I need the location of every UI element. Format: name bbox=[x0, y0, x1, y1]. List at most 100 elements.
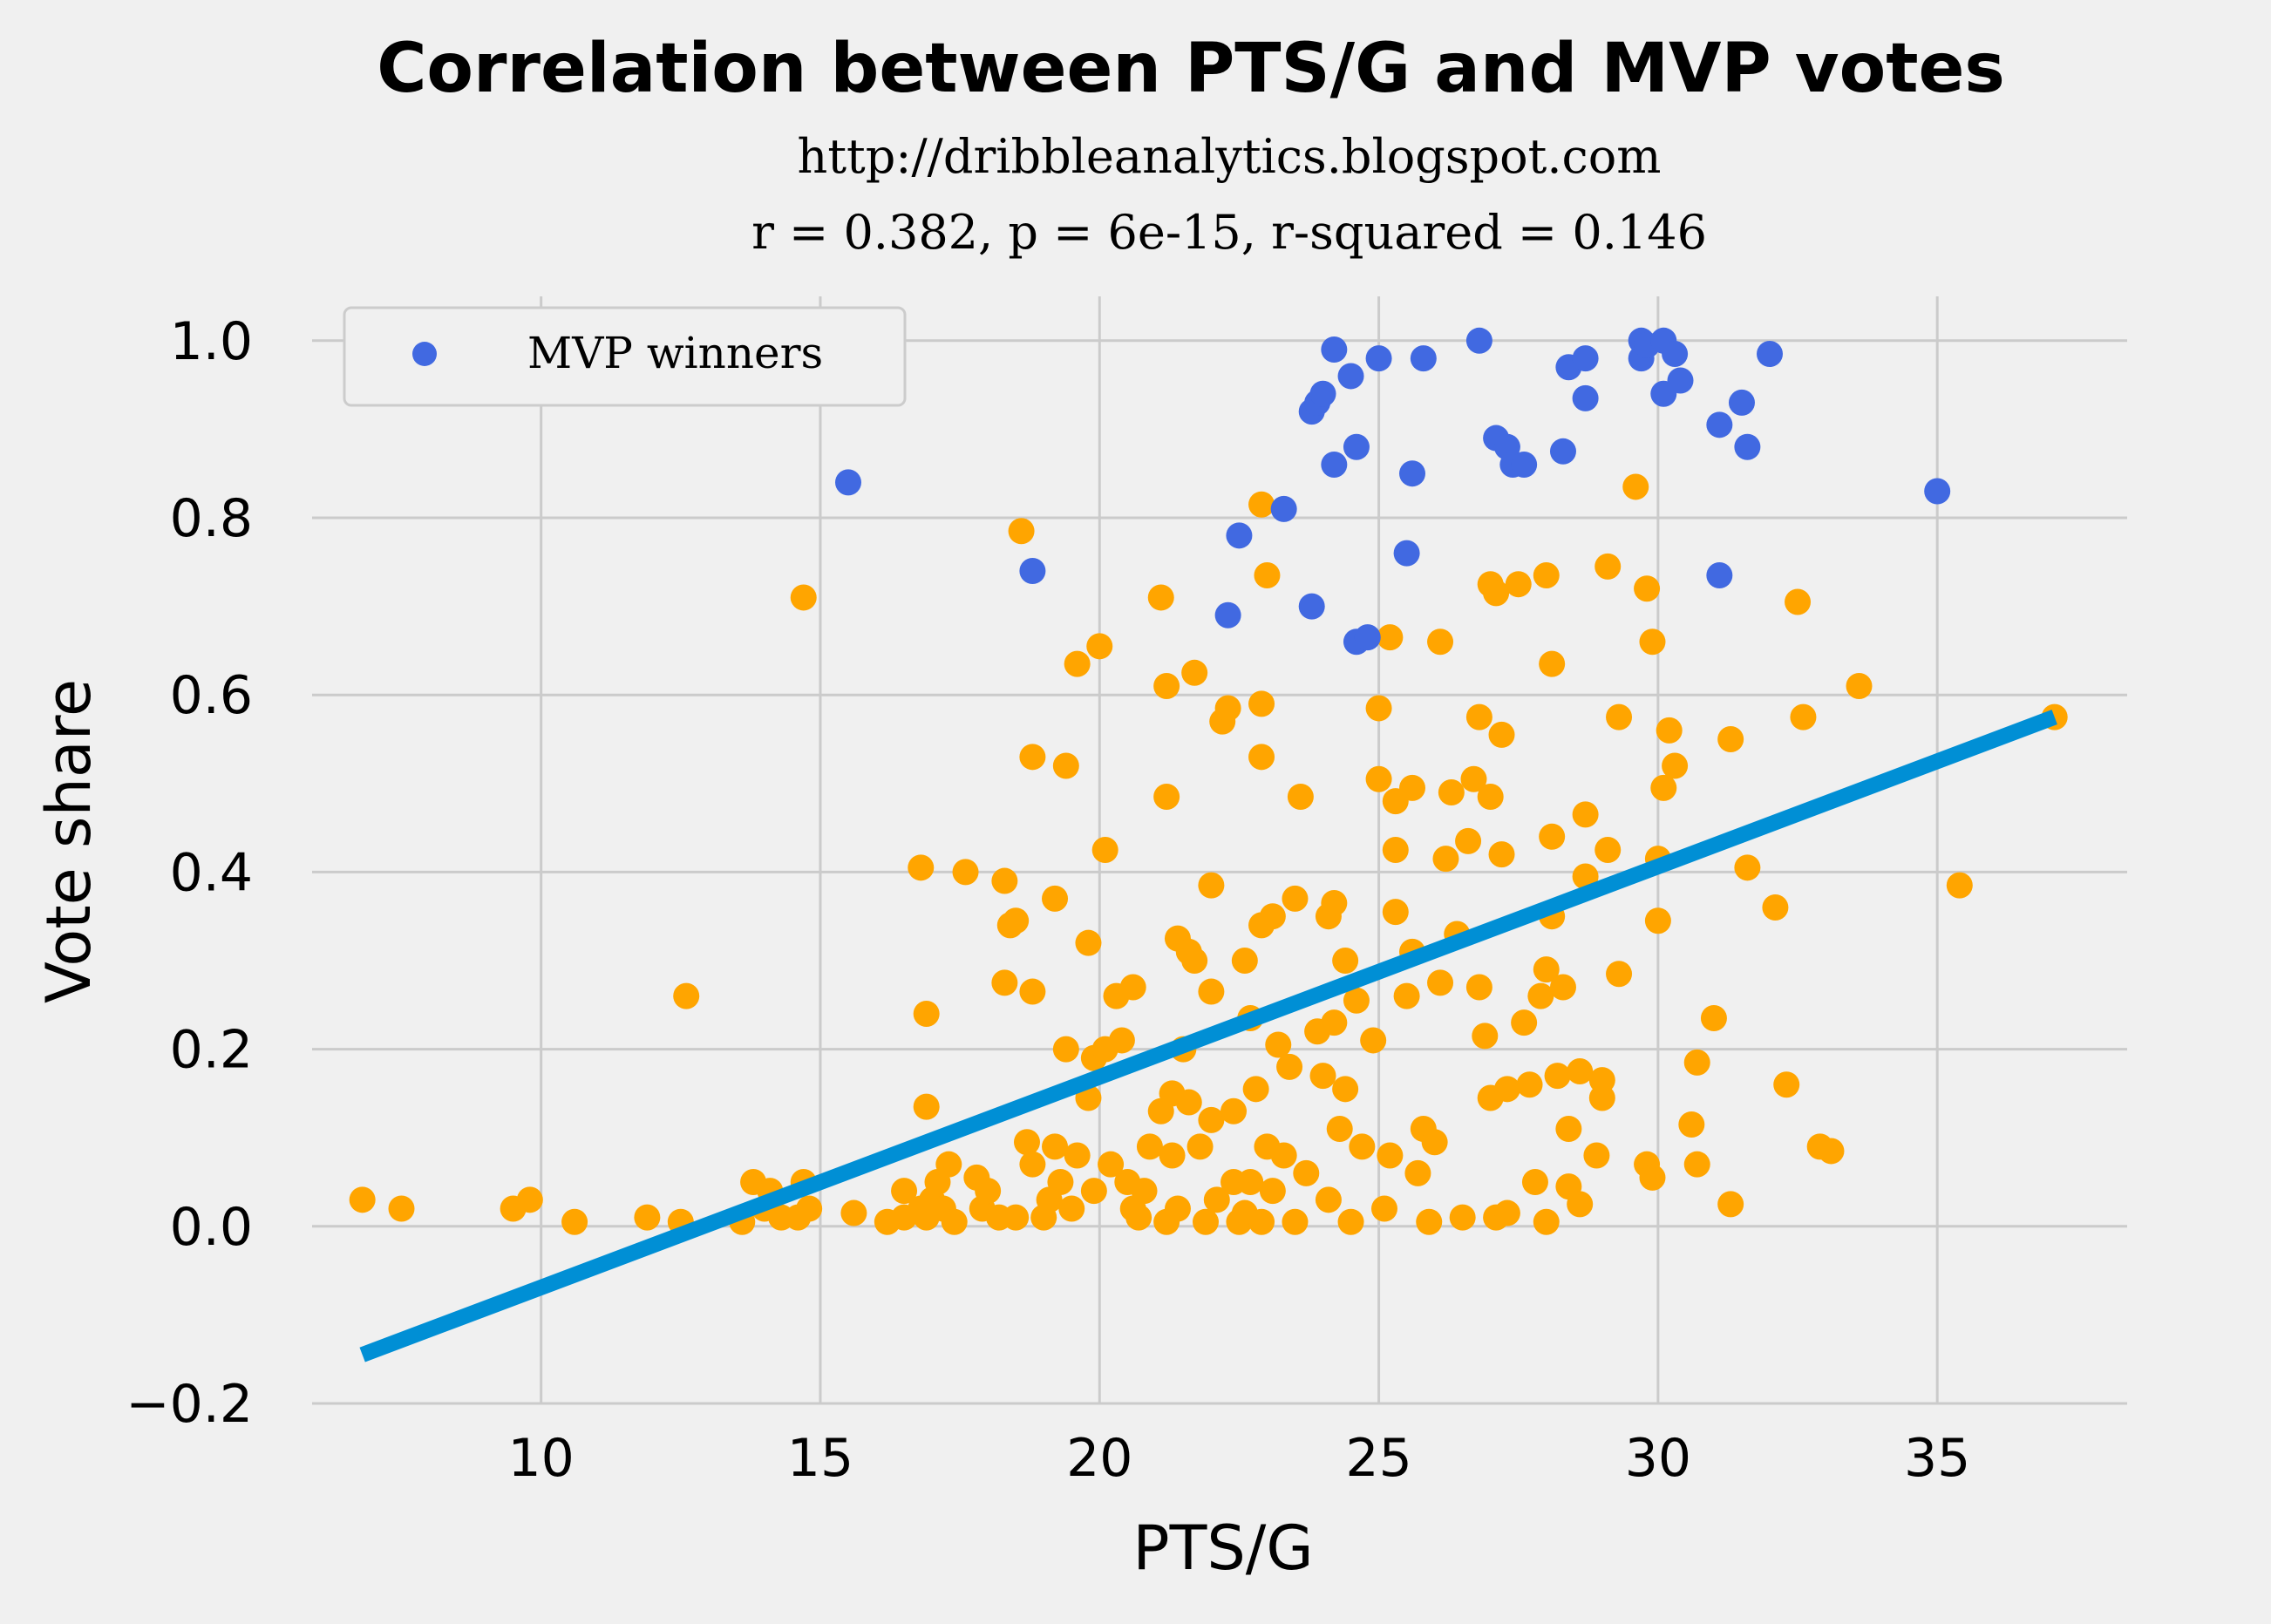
data-point bbox=[952, 859, 979, 886]
data-point bbox=[908, 854, 935, 881]
legend-label: MVP winners bbox=[527, 328, 823, 378]
data-point bbox=[1818, 1138, 1845, 1165]
data-point bbox=[1198, 872, 1225, 899]
data-point bbox=[1337, 1208, 1364, 1235]
data-point bbox=[1539, 823, 1566, 850]
mvp-data-point bbox=[1465, 327, 1492, 354]
mvp-data-point bbox=[1511, 452, 1538, 479]
data-point bbox=[1248, 491, 1275, 518]
data-point bbox=[1343, 987, 1370, 1014]
data-point bbox=[1186, 1133, 1214, 1160]
data-point bbox=[1511, 1009, 1538, 1036]
data-point bbox=[1365, 695, 1392, 722]
data-point bbox=[1365, 765, 1392, 792]
data-point bbox=[1427, 629, 1454, 656]
data-point bbox=[1678, 1111, 1705, 1138]
mvp-data-point bbox=[1572, 345, 1599, 372]
mvp-data-point bbox=[1343, 433, 1370, 460]
data-point bbox=[975, 1178, 1002, 1205]
data-point bbox=[1483, 580, 1510, 607]
mvp-data-point bbox=[1728, 389, 1755, 416]
data-point bbox=[1493, 1076, 1520, 1103]
x-tick-label: 30 bbox=[1625, 1428, 1691, 1489]
data-point bbox=[913, 1000, 940, 1027]
mvp-data-point bbox=[1399, 460, 1426, 487]
mvp-data-point bbox=[1549, 438, 1576, 465]
data-point bbox=[1700, 1005, 1727, 1032]
data-point bbox=[1455, 827, 1482, 854]
legend-box bbox=[343, 306, 907, 407]
y-tick-labels: −0.2 0.0 0.2 0.4 0.6 0.8 1.0 bbox=[126, 311, 253, 1435]
mvp-data-point bbox=[1214, 601, 1241, 629]
data-point bbox=[1091, 837, 1119, 863]
data-point bbox=[1505, 571, 1532, 598]
y-tick-label: 0.4 bbox=[170, 842, 253, 903]
data-point bbox=[1639, 1164, 1666, 1191]
data-point bbox=[1946, 872, 1973, 899]
data-point bbox=[1622, 473, 1649, 500]
data-point bbox=[1315, 1186, 1342, 1213]
data-point bbox=[1683, 1151, 1710, 1178]
data-point bbox=[1237, 1169, 1264, 1195]
y-tick-label: 0.0 bbox=[170, 1197, 253, 1258]
mvp-data-point bbox=[1226, 522, 1253, 549]
data-point bbox=[1198, 1106, 1225, 1133]
data-point bbox=[349, 1186, 376, 1213]
data-point bbox=[1248, 744, 1275, 771]
data-point bbox=[941, 1208, 968, 1235]
data-point bbox=[1003, 907, 1030, 934]
data-point bbox=[1153, 673, 1180, 700]
data-point bbox=[1572, 801, 1599, 828]
data-point bbox=[1790, 703, 1817, 730]
mvp-data-point bbox=[1365, 345, 1392, 372]
data-point bbox=[1052, 752, 1079, 779]
data-point bbox=[1785, 588, 1812, 615]
data-point bbox=[991, 969, 1018, 996]
data-point bbox=[1734, 854, 1761, 881]
data-point bbox=[1293, 1159, 1320, 1186]
mvp-data-point bbox=[1924, 478, 1951, 505]
data-point bbox=[891, 1178, 918, 1205]
data-point bbox=[1131, 1178, 1158, 1205]
data-point bbox=[1332, 948, 1359, 974]
data-point bbox=[561, 1208, 588, 1235]
data-point bbox=[1042, 885, 1069, 912]
mvp-data-point bbox=[1019, 557, 1046, 584]
mvp-data-point bbox=[1734, 433, 1761, 460]
regression-line bbox=[359, 710, 2057, 1362]
chart-subtitle-url: http://dribbleanalytics.blogspot.com bbox=[798, 129, 1662, 184]
data-point bbox=[1773, 1071, 1800, 1098]
mvp-data-point bbox=[1393, 540, 1420, 567]
data-point bbox=[1493, 1199, 1520, 1226]
data-point bbox=[1203, 1186, 1230, 1213]
mvp-data-point bbox=[1572, 384, 1599, 411]
data-point bbox=[1019, 978, 1046, 1005]
data-point bbox=[1119, 974, 1146, 1001]
data-point bbox=[1231, 948, 1258, 974]
chart-subtitle-stats: r = 0.382, p = 6e-15, r-squared = 0.146 bbox=[751, 205, 1707, 260]
data-point bbox=[1360, 1027, 1387, 1054]
data-point bbox=[1181, 659, 1208, 686]
legend: MVP winners bbox=[343, 306, 907, 407]
data-point bbox=[796, 1195, 823, 1222]
data-point bbox=[1377, 1142, 1404, 1169]
data-point bbox=[1276, 1053, 1303, 1080]
data-point bbox=[1270, 1142, 1297, 1169]
data-point bbox=[1370, 1195, 1397, 1222]
data-point bbox=[388, 1195, 415, 1222]
data-point bbox=[1013, 1129, 1040, 1156]
non-winner-points bbox=[349, 473, 2068, 1235]
data-point bbox=[1220, 1097, 1248, 1125]
data-point bbox=[1762, 894, 1789, 921]
data-point bbox=[1192, 1208, 1219, 1235]
data-point bbox=[1477, 784, 1504, 811]
data-point bbox=[516, 1186, 543, 1213]
mvp-data-point bbox=[1354, 624, 1381, 651]
mvp-data-point bbox=[834, 469, 861, 496]
data-point bbox=[1321, 889, 1348, 916]
data-point bbox=[1393, 982, 1420, 1009]
mvp-data-point bbox=[1309, 380, 1336, 407]
data-point bbox=[1248, 690, 1275, 717]
data-point bbox=[1075, 929, 1102, 956]
